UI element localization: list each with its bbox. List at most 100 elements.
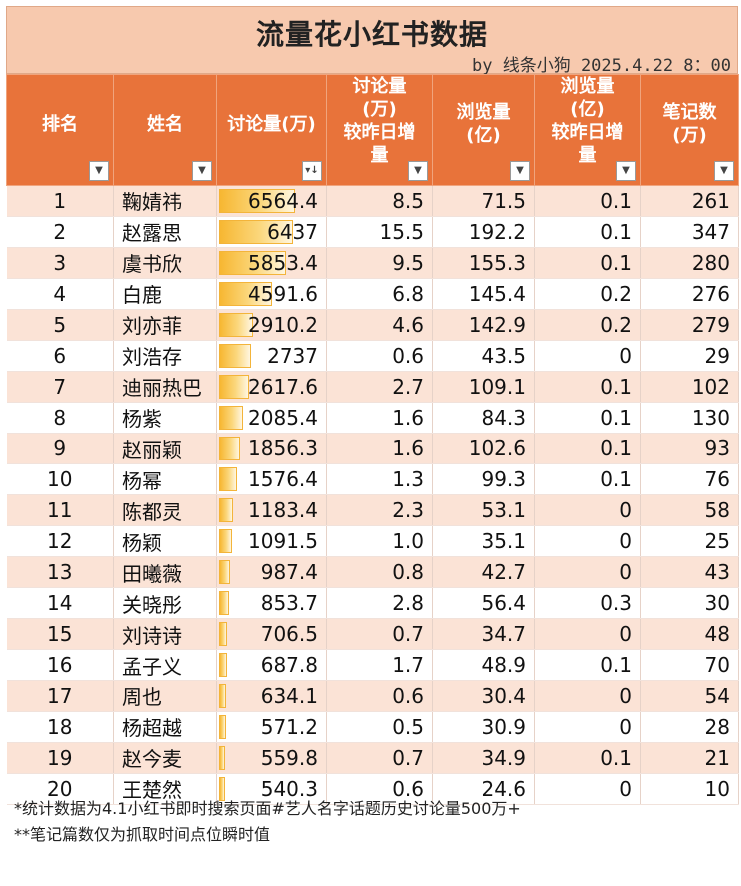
name-cell[interactable]: 田曦薇	[113, 556, 217, 589]
notes-cell[interactable]: 102	[640, 371, 739, 403]
name-cell[interactable]: 关晓彤	[113, 587, 217, 620]
views-delta-cell[interactable]: 0.1	[534, 247, 641, 279]
views-delta-cell[interactable]: 0	[534, 556, 641, 589]
views-delta-cell[interactable]: 0.1	[534, 742, 641, 774]
rank-cell[interactable]: 15	[6, 618, 114, 651]
notes-cell[interactable]: 29	[640, 340, 739, 372]
dropdown-arrow-icon[interactable]: ▼	[192, 161, 212, 181]
views-cell[interactable]: 24.6	[432, 773, 535, 805]
rank-cell[interactable]: 8	[6, 402, 114, 434]
rank-cell[interactable]: 20	[6, 773, 114, 805]
notes-cell[interactable]: 70	[640, 649, 739, 681]
views-delta-cell[interactable]: 0	[534, 340, 641, 372]
notes-cell[interactable]: 21	[640, 742, 739, 774]
rank-cell[interactable]: 3	[6, 247, 114, 279]
rank-cell[interactable]: 16	[6, 649, 114, 681]
discussion-cell[interactable]: 1856.3	[216, 433, 327, 465]
views-cell[interactable]: 102.6	[432, 433, 535, 465]
discussion-cell[interactable]: 540.3	[216, 773, 327, 805]
rank-cell[interactable]: 7	[6, 371, 114, 403]
discussion-cell[interactable]: 687.8	[216, 649, 327, 681]
discussion-delta-cell[interactable]: 6.8	[326, 278, 433, 310]
rank-cell[interactable]: 12	[6, 525, 114, 558]
name-cell[interactable]: 刘亦菲	[113, 309, 217, 341]
discussion-delta-cell[interactable]: 2.8	[326, 587, 433, 620]
views-cell[interactable]: 35.1	[432, 525, 535, 558]
rank-cell[interactable]: 10	[6, 463, 114, 496]
rank-cell[interactable]: 4	[6, 278, 114, 310]
views-delta-cell[interactable]: 0.1	[534, 463, 641, 496]
views-cell[interactable]: 30.9	[432, 711, 535, 743]
name-cell[interactable]: 白鹿	[113, 278, 217, 310]
views-delta-cell[interactable]: 0.1	[534, 371, 641, 403]
discussion-delta-cell[interactable]: 0.8	[326, 556, 433, 589]
notes-cell[interactable]: 130	[640, 402, 739, 434]
views-cell[interactable]: 30.4	[432, 680, 535, 712]
discussion-delta-cell[interactable]: 1.6	[326, 433, 433, 465]
discussion-delta-cell[interactable]: 1.3	[326, 463, 433, 496]
dropdown-arrow-icon[interactable]: ▼	[89, 161, 109, 181]
notes-cell[interactable]: 58	[640, 494, 739, 527]
views-delta-cell[interactable]: 0	[534, 711, 641, 743]
discussion-delta-cell[interactable]: 0.6	[326, 340, 433, 372]
views-delta-cell[interactable]: 0	[534, 773, 641, 805]
views-cell[interactable]: 192.2	[432, 216, 535, 248]
views-cell[interactable]: 34.9	[432, 742, 535, 774]
discussion-cell[interactable]: 634.1	[216, 680, 327, 712]
notes-cell[interactable]: 280	[640, 247, 739, 279]
discussion-delta-cell[interactable]: 8.5	[326, 185, 433, 217]
name-cell[interactable]: 杨超越	[113, 711, 217, 743]
sort-descending-icon[interactable]: ▾↓	[302, 161, 322, 181]
name-cell[interactable]: 刘浩存	[113, 340, 217, 372]
discussion-delta-cell[interactable]: 1.7	[326, 649, 433, 681]
discussion-delta-cell[interactable]: 2.7	[326, 371, 433, 403]
discussion-cell[interactable]: 6437	[216, 216, 327, 248]
name-cell[interactable]: 杨紫	[113, 402, 217, 434]
notes-cell[interactable]: 54	[640, 680, 739, 712]
name-cell[interactable]: 迪丽热巴	[113, 371, 217, 403]
discussion-delta-cell[interactable]: 0.5	[326, 711, 433, 743]
notes-cell[interactable]: 347	[640, 216, 739, 248]
discussion-cell[interactable]: 1183.4	[216, 494, 327, 527]
views-delta-cell[interactable]: 0.2	[534, 278, 641, 310]
views-cell[interactable]: 53.1	[432, 494, 535, 527]
name-cell[interactable]: 虞书欣	[113, 247, 217, 279]
views-delta-cell[interactable]: 0	[534, 618, 641, 651]
views-delta-cell[interactable]: 0.1	[534, 649, 641, 681]
views-cell[interactable]: 142.9	[432, 309, 535, 341]
views-cell[interactable]: 109.1	[432, 371, 535, 403]
name-cell[interactable]: 赵今麦	[113, 742, 217, 774]
notes-cell[interactable]: 76	[640, 463, 739, 496]
discussion-delta-cell[interactable]: 2.3	[326, 494, 433, 527]
name-cell[interactable]: 陈都灵	[113, 494, 217, 527]
rank-cell[interactable]: 9	[6, 433, 114, 465]
discussion-delta-cell[interactable]: 0.7	[326, 742, 433, 774]
dropdown-arrow-icon[interactable]: ▼	[510, 161, 530, 181]
views-cell[interactable]: 71.5	[432, 185, 535, 217]
name-cell[interactable]: 鞠婧祎	[113, 185, 217, 217]
views-delta-cell[interactable]: 0.1	[534, 185, 641, 217]
name-cell[interactable]: 杨幂	[113, 463, 217, 496]
views-cell[interactable]: 84.3	[432, 402, 535, 434]
notes-cell[interactable]: 10	[640, 773, 739, 805]
rank-cell[interactable]: 1	[6, 185, 114, 217]
discussion-cell[interactable]: 706.5	[216, 618, 327, 651]
notes-cell[interactable]: 276	[640, 278, 739, 310]
dropdown-arrow-icon[interactable]: ▼	[616, 161, 636, 181]
views-delta-cell[interactable]: 0	[534, 680, 641, 712]
rank-cell[interactable]: 14	[6, 587, 114, 620]
discussion-cell[interactable]: 4591.6	[216, 278, 327, 310]
notes-cell[interactable]: 279	[640, 309, 739, 341]
rank-cell[interactable]: 2	[6, 216, 114, 248]
name-cell[interactable]: 孟子义	[113, 649, 217, 681]
notes-cell[interactable]: 93	[640, 433, 739, 465]
discussion-delta-cell[interactable]: 0.6	[326, 680, 433, 712]
discussion-cell[interactable]: 571.2	[216, 711, 327, 743]
name-cell[interactable]: 刘诗诗	[113, 618, 217, 651]
views-cell[interactable]: 145.4	[432, 278, 535, 310]
discussion-cell[interactable]: 6564.4	[216, 185, 327, 217]
notes-cell[interactable]: 43	[640, 556, 739, 589]
rank-cell[interactable]: 19	[6, 742, 114, 774]
name-cell[interactable]: 赵丽颖	[113, 433, 217, 465]
name-cell[interactable]: 王楚然	[113, 773, 217, 805]
